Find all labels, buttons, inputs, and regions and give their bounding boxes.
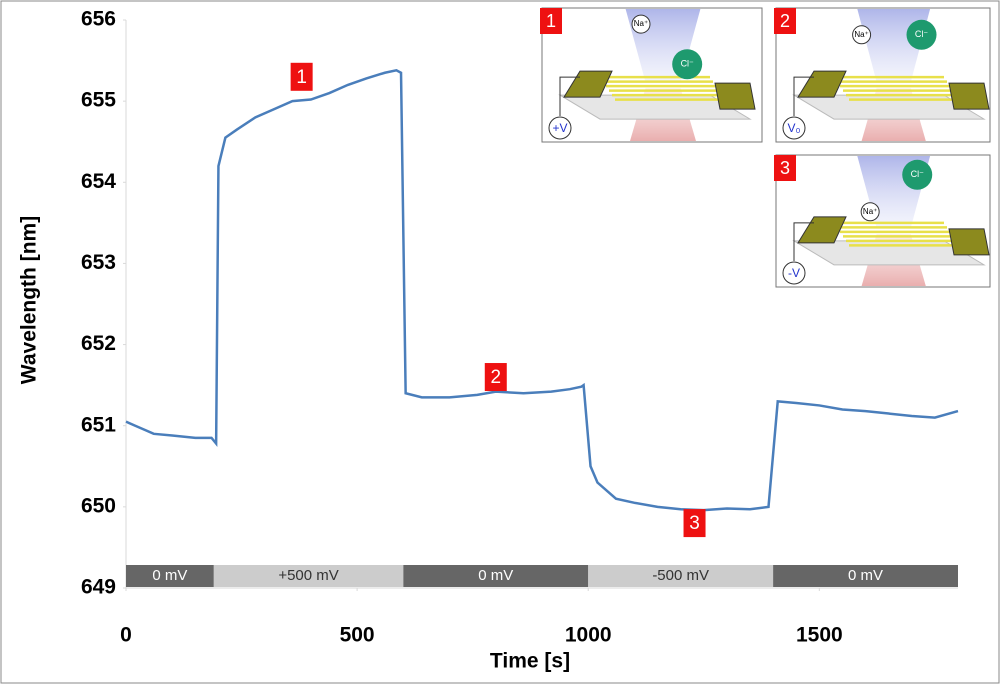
annotation-label: 2 (490, 367, 501, 388)
cation-label: Na⁺ (854, 30, 868, 39)
y-tick-label: 650 (81, 494, 116, 517)
inset-number: 2 (780, 11, 790, 31)
anion (672, 49, 703, 80)
annotation-box (290, 62, 313, 91)
data-line (125, 68, 959, 512)
annotation-box (484, 363, 507, 392)
anion-label: Cl⁻ (911, 169, 924, 179)
electrode-right (714, 82, 756, 110)
annotation-box (683, 509, 706, 538)
cation-label: Na⁺ (634, 19, 648, 28)
wire (793, 76, 814, 116)
x-tick-label: 1000 (565, 624, 612, 647)
x-tick-label: 500 (340, 624, 375, 647)
anion-label: Cl⁻ (681, 59, 694, 69)
phase-bar (213, 565, 404, 587)
phase-bar (403, 565, 589, 587)
wire (559, 76, 580, 116)
cation-label: Na⁺ (863, 207, 877, 216)
phase-bar (126, 565, 214, 587)
phase-bar (773, 565, 958, 587)
potential-circle (782, 116, 806, 140)
y-tick-label: 654 (81, 170, 116, 193)
y-tick-label: 651 (81, 413, 116, 436)
cation (852, 25, 872, 45)
inset-panel: +V Na⁺ Cl⁻ 1 (540, 7, 763, 143)
inset-number-box (540, 8, 562, 34)
phase-label: +500 mV (278, 567, 338, 584)
x-tick-label: 0 (120, 624, 132, 647)
annotation-label: 1 (296, 67, 307, 88)
potential-circle (548, 116, 572, 140)
inset-number-box (774, 8, 796, 34)
electrode-right (948, 82, 990, 110)
y-axis-title: Wavelength [nm] (18, 216, 41, 384)
x-axis-title: Time [s] (490, 650, 570, 673)
electrode-right (948, 228, 990, 256)
inset-number: 3 (780, 158, 790, 178)
phase-bar (588, 565, 774, 587)
cation (631, 14, 651, 34)
inset-panel: V₀ Na⁺ Cl⁻ 2 (774, 7, 991, 143)
wire (793, 222, 814, 261)
y-tick-label: 652 (81, 332, 116, 355)
potential-circle (782, 261, 806, 285)
y-tick-label: 653 (81, 251, 116, 274)
y-tick-label: 649 (81, 576, 116, 599)
y-tick-label: 655 (81, 89, 116, 112)
phase-label: 0 mV (152, 567, 187, 584)
x-tick-label: 1500 (796, 624, 843, 647)
anion-label: Cl⁻ (915, 29, 928, 39)
inset-number-box (774, 155, 796, 181)
potential-label: V₀ (788, 121, 801, 135)
inset-panel: -V Na⁺ Cl⁻ 3 (774, 154, 991, 288)
anion (902, 159, 933, 190)
potential-label: -V (788, 266, 800, 280)
phase-label: 0 mV (478, 567, 513, 584)
phase-label: -500 mV (652, 567, 709, 584)
phase-label: 0 mV (848, 567, 883, 584)
inset-number: 1 (546, 11, 556, 31)
annotation-label: 3 (689, 513, 700, 534)
cation (860, 202, 880, 222)
anion (906, 19, 937, 50)
y-tick-label: 656 (81, 8, 116, 31)
potential-label: +V (552, 121, 567, 135)
